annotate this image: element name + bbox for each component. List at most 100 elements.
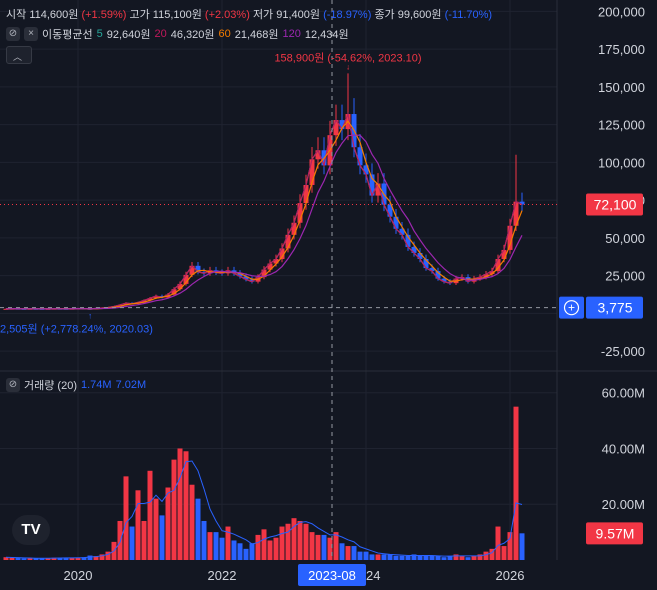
candle-body — [483, 274, 489, 278]
volume-bar — [93, 556, 99, 560]
volume-bar — [279, 526, 285, 560]
candle-body — [273, 259, 279, 264]
volume-bar — [237, 543, 243, 560]
candle-body — [183, 274, 189, 284]
eye-slash-icon[interactable]: ⊘ — [6, 27, 20, 41]
volume-bar — [87, 555, 93, 560]
volume-bar — [465, 557, 471, 560]
volume-bar — [225, 526, 231, 560]
close-value: 99,600원 — [397, 9, 442, 21]
price-tick-label: 200,000 — [598, 4, 645, 19]
volume-bar — [27, 558, 33, 560]
last-price-tag — [586, 193, 643, 216]
candle-body — [363, 165, 369, 175]
candle-body — [201, 271, 207, 274]
ohlc-legend: 시작 114,600원 (+1.59%) 고가 115,100원 (+2.03%… — [6, 6, 492, 22]
volume-bar — [261, 529, 267, 560]
last-volume-tag — [586, 522, 643, 545]
add-alert-button[interactable] — [559, 296, 584, 319]
crosshair-price-label: 3,775 — [597, 300, 632, 316]
candle-body — [429, 268, 435, 272]
volume-bar — [507, 532, 513, 560]
volume-bar — [45, 558, 51, 560]
candle-body — [435, 271, 441, 279]
candle-body — [279, 248, 285, 259]
time-tick-label: 2020 — [64, 568, 93, 583]
min-arrow: ↑ — [88, 312, 92, 321]
tradingview-logo[interactable]: TV — [12, 515, 50, 545]
open-change: (+1.59%) — [81, 9, 127, 21]
volume-bar — [33, 558, 39, 560]
volume-bar — [375, 554, 381, 560]
volume-bar — [297, 520, 303, 560]
volume-bar — [303, 523, 309, 560]
low-change: (-18.97%) — [323, 9, 372, 21]
candle-body — [309, 159, 315, 185]
volume-bar — [213, 532, 219, 560]
collapse-legend-button[interactable]: ︿ — [6, 46, 32, 64]
volume-bar — [429, 555, 435, 560]
volume-bar — [21, 558, 27, 560]
candle-body — [411, 246, 417, 253]
candle-body — [447, 281, 453, 284]
volume-bar — [195, 498, 201, 560]
time-tick-label: 2026 — [496, 568, 525, 583]
volume-bar — [381, 554, 387, 560]
close-icon[interactable]: × — [24, 27, 38, 41]
volume-bar — [519, 533, 525, 560]
volume-bar — [447, 555, 453, 560]
volume-bar — [459, 555, 465, 560]
candle-body — [249, 279, 255, 282]
candle-body — [387, 204, 393, 217]
plus-circle-icon[interactable] — [563, 300, 580, 316]
volume-bar — [369, 554, 375, 560]
volume-bar — [435, 555, 441, 560]
volume-title: 거래량 (20) — [24, 380, 77, 392]
candle-body — [177, 283, 183, 290]
volume-bar — [57, 557, 63, 560]
volume-legend: ⊘ 거래량 (20) 1.74M 7.02M — [6, 377, 146, 393]
high-label: 고가 — [129, 9, 150, 21]
volume-bar — [207, 532, 213, 560]
volume-ma-line — [5, 460, 523, 559]
low-label: 저가 — [252, 9, 274, 21]
volume-value-1: 1.74M — [80, 379, 112, 391]
candle-body — [393, 216, 399, 229]
volume-bar — [165, 487, 171, 560]
volume-bar — [513, 406, 519, 560]
max-price-annotation: 158,900원 (-54.62%, 2023.10) — [274, 51, 421, 64]
candle-body — [141, 300, 147, 303]
candle-body — [339, 120, 345, 130]
volume-bar — [333, 532, 339, 560]
volume-bar — [63, 558, 69, 560]
volume-bar — [159, 515, 165, 560]
volume-bar — [105, 551, 111, 560]
volume-bar — [81, 557, 87, 560]
last-price-label: 72,100 — [594, 196, 637, 212]
plus-glyph: + — [568, 301, 575, 315]
candle-body — [357, 147, 363, 166]
candle-body — [189, 265, 195, 275]
ma120-period: 120 — [282, 28, 301, 40]
volume-bar — [153, 498, 159, 560]
candle-body — [405, 234, 411, 247]
volume-bar — [117, 520, 123, 560]
eye-slash-icon[interactable]: ⊘ — [6, 378, 20, 392]
volume-bar — [99, 554, 105, 560]
volume-value-2: 7.02M — [115, 379, 147, 391]
volume-bar — [135, 490, 141, 560]
volume-bar — [477, 554, 483, 560]
candle-body — [513, 201, 519, 226]
volume-bar — [363, 551, 369, 560]
volume-bar — [69, 557, 75, 560]
crosshair-date-label: 2023-08 — [308, 568, 356, 583]
volume-bar — [219, 537, 225, 560]
price-tick-label: 175,000 — [598, 42, 645, 57]
volume-bar — [309, 532, 315, 560]
volume-bar — [453, 554, 459, 560]
time-tick-label: 2022 — [208, 568, 237, 583]
candle-body — [3, 308, 9, 310]
volume-bar — [51, 557, 57, 560]
